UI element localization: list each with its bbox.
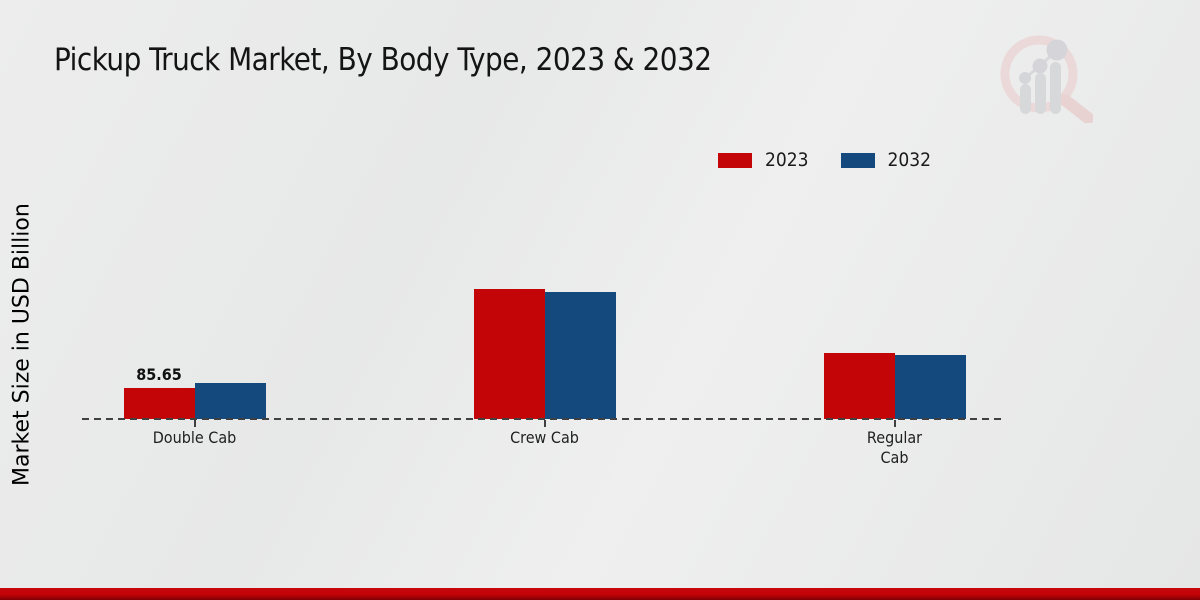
x-axis-tick [193,420,196,427]
legend-item-2032: 2032 [840,149,932,171]
legend-swatch-2023 [718,152,752,168]
bar-2032-crew-cab [544,292,616,419]
x-axis-tick [893,420,896,427]
category-label: Crew Cab [510,428,579,447]
chart-title: Pickup Truck Market, By Body Type, 2023 … [54,42,712,78]
bar-2032-regular-cab [894,355,966,419]
magnifier-bar-chart-logo-icon [1000,35,1093,123]
legend-swatch-2032 [840,152,875,168]
category-label: Double Cab [152,428,237,447]
bar-value-label: 85.65 [136,365,182,384]
bar-2023-crew-cab [473,289,545,419]
category-label: Regular Cab [866,428,923,467]
x-axis-baseline [82,418,1005,420]
bar-2023-regular-cab [823,353,895,419]
bar-2032-double-cab [194,383,266,419]
legend-item-2023: 2023 [718,149,809,171]
x-axis-tick [543,420,546,427]
legend-label-2023: 2023 [765,149,809,171]
footer-red-band [0,588,1200,600]
bar-2023-double-cab [123,388,195,419]
legend: 2023 2032 [718,149,931,171]
legend-label-2032: 2032 [887,149,932,171]
